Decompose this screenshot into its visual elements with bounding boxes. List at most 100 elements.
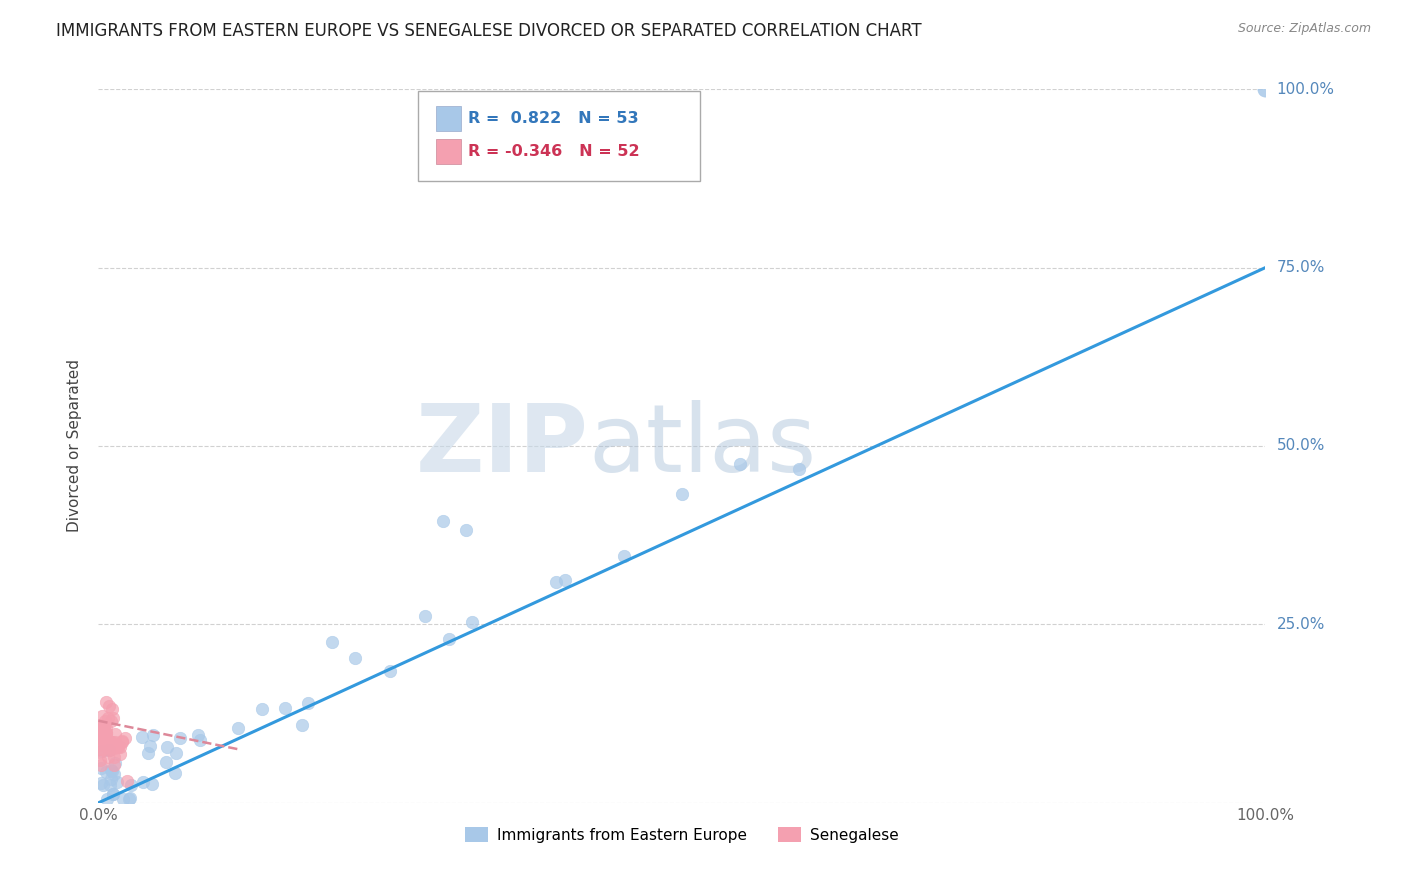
Text: 25.0%: 25.0% — [1277, 617, 1324, 632]
Point — [104, 735, 127, 749]
Point — [169, 731, 191, 745]
Point — [111, 733, 134, 747]
Point — [98, 778, 121, 792]
Point — [613, 549, 636, 563]
Point — [98, 743, 121, 757]
Point — [91, 728, 114, 742]
Point — [96, 764, 118, 779]
Point — [97, 711, 120, 725]
Point — [131, 730, 153, 744]
Point — [103, 767, 125, 781]
Point — [165, 766, 187, 780]
Point — [105, 739, 128, 754]
Point — [141, 727, 163, 741]
Point — [132, 775, 155, 789]
Text: R =  0.822   N = 53: R = 0.822 N = 53 — [468, 112, 638, 126]
Point — [432, 514, 454, 528]
Point — [112, 792, 135, 806]
Point — [110, 739, 132, 754]
Point — [89, 753, 111, 767]
Point — [437, 632, 460, 647]
Point — [87, 739, 110, 753]
Point — [554, 574, 576, 588]
Point — [94, 737, 117, 751]
Point — [344, 650, 367, 665]
Point — [94, 714, 117, 728]
Point — [93, 725, 115, 739]
Point — [93, 728, 115, 742]
Point — [91, 733, 114, 747]
Point — [114, 731, 136, 746]
Point — [93, 722, 115, 736]
Point — [93, 742, 115, 756]
Point — [120, 790, 142, 805]
Point — [290, 718, 312, 732]
Point — [103, 787, 125, 801]
Point — [94, 729, 117, 743]
Legend: Immigrants from Eastern Europe, Senegalese: Immigrants from Eastern Europe, Senegale… — [460, 821, 904, 848]
Point — [730, 457, 752, 471]
Point — [111, 735, 134, 749]
Text: R = -0.346   N = 52: R = -0.346 N = 52 — [468, 145, 640, 159]
Point — [103, 750, 125, 764]
Text: 100.0%: 100.0% — [1277, 82, 1334, 96]
Point — [100, 763, 122, 777]
Point — [89, 742, 111, 756]
Point — [98, 699, 121, 714]
Point — [105, 775, 128, 789]
Point — [228, 722, 250, 736]
Point — [94, 726, 117, 740]
Text: 50.0%: 50.0% — [1277, 439, 1324, 453]
Text: 75.0%: 75.0% — [1277, 260, 1324, 275]
Point — [461, 615, 484, 629]
Point — [321, 635, 343, 649]
Point — [89, 718, 111, 732]
Point — [107, 739, 129, 754]
Point — [108, 747, 131, 761]
Point — [91, 709, 114, 723]
Point — [91, 727, 114, 741]
Point — [1254, 82, 1277, 96]
Point — [155, 755, 177, 769]
Point — [98, 743, 121, 757]
Point — [98, 736, 121, 750]
Point — [91, 778, 114, 792]
Point — [274, 701, 297, 715]
Point — [118, 792, 141, 806]
Point — [141, 777, 163, 791]
Point — [103, 758, 125, 772]
Point — [89, 745, 111, 759]
Point — [104, 726, 127, 740]
Point — [90, 758, 112, 772]
Point — [380, 664, 402, 678]
Point — [93, 719, 115, 733]
Point — [90, 744, 112, 758]
Point — [87, 719, 110, 733]
Point — [250, 702, 273, 716]
Point — [454, 523, 477, 537]
Point — [101, 702, 124, 716]
Point — [115, 773, 138, 788]
Point — [787, 462, 810, 476]
Point — [156, 740, 179, 755]
Text: IMMIGRANTS FROM EASTERN EUROPE VS SENEGALESE DIVORCED OR SEPARATED CORRELATION C: IMMIGRANTS FROM EASTERN EUROPE VS SENEGA… — [56, 22, 922, 40]
Point — [103, 711, 125, 725]
Point — [136, 746, 159, 760]
Point — [671, 486, 693, 500]
Y-axis label: Divorced or Separated: Divorced or Separated — [67, 359, 83, 533]
Point — [139, 739, 162, 754]
Point — [94, 721, 117, 735]
Point — [94, 695, 117, 709]
Text: ZIP: ZIP — [416, 400, 589, 492]
Point — [97, 734, 120, 748]
Point — [103, 788, 125, 802]
Point — [544, 574, 567, 589]
Point — [96, 791, 118, 805]
Point — [100, 764, 122, 779]
Point — [100, 772, 122, 786]
Point — [91, 730, 114, 744]
Point — [100, 714, 122, 728]
Point — [89, 721, 111, 735]
Point — [187, 728, 209, 742]
Point — [90, 761, 112, 775]
